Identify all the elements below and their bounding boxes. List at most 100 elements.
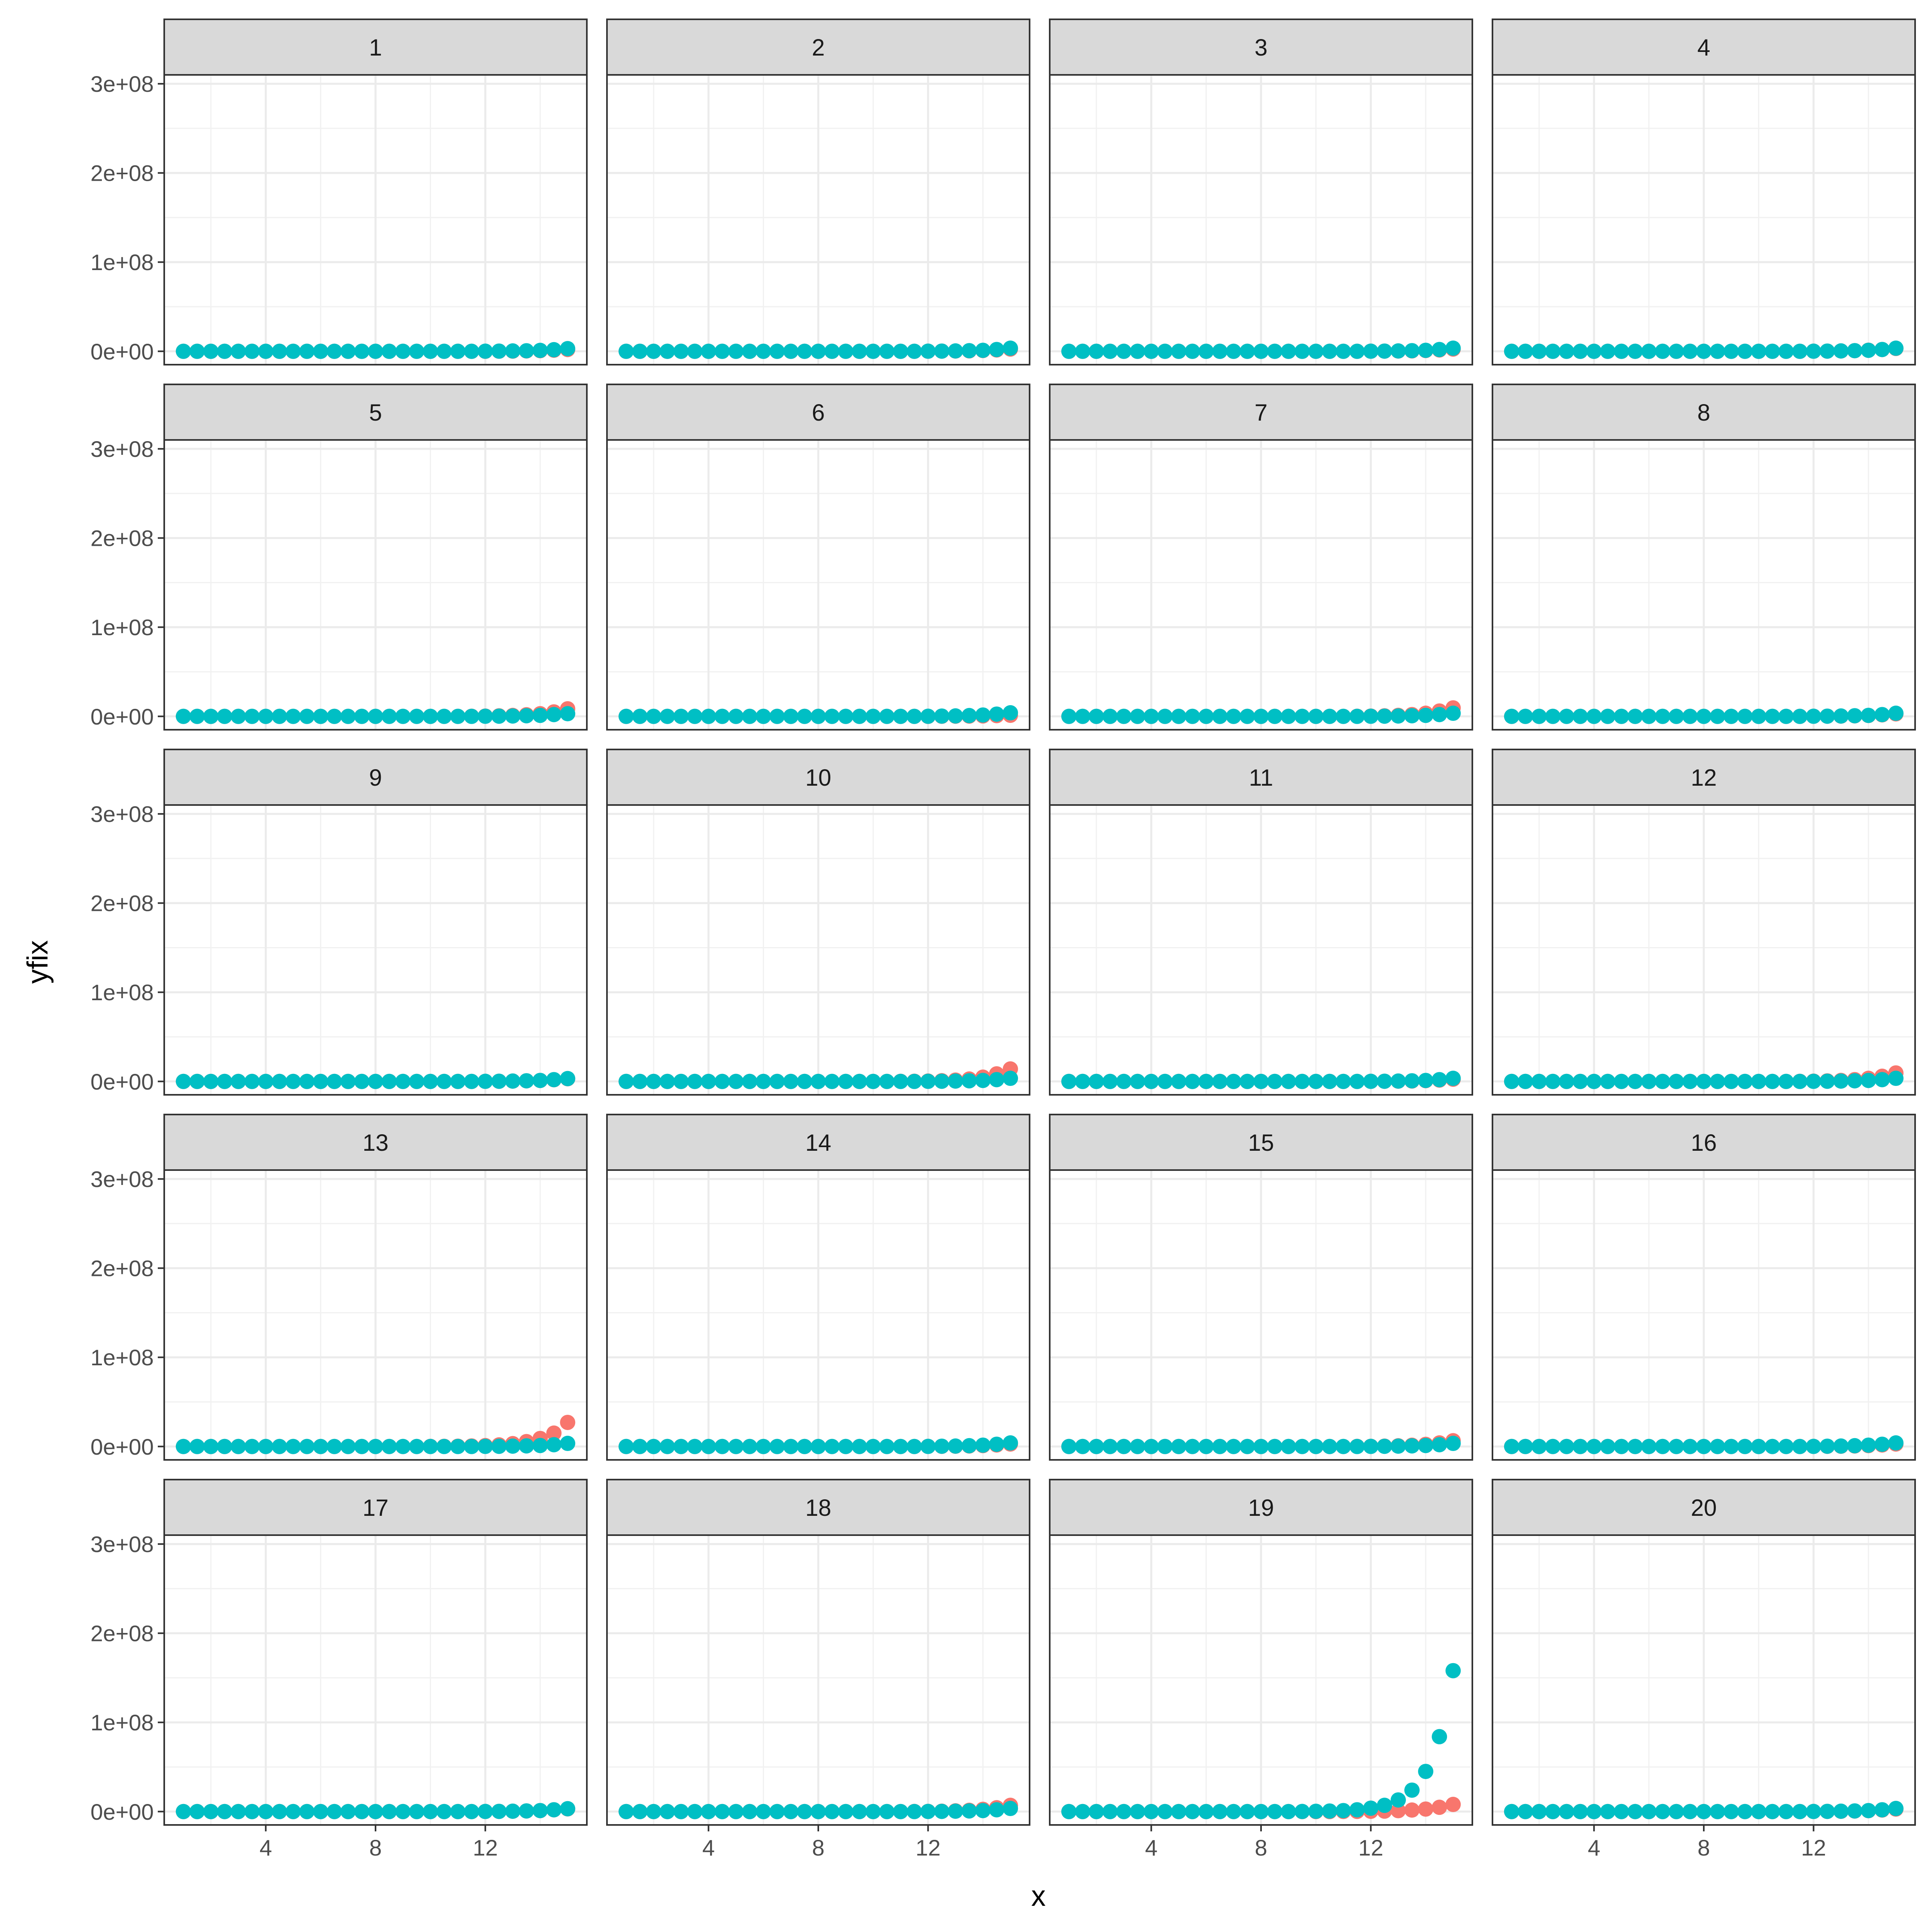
data-point-s2 (1390, 708, 1406, 724)
data-point-s2 (1377, 1439, 1392, 1454)
data-point-s2 (1171, 1804, 1187, 1819)
data-point-s2 (879, 708, 895, 724)
data-point-s2 (1308, 1804, 1324, 1819)
data-point-s2 (1847, 708, 1862, 724)
data-point-s2 (1847, 1803, 1862, 1819)
data-point-s2 (1600, 1073, 1616, 1089)
data-point-s2 (436, 343, 452, 359)
data-point-s2 (1724, 343, 1739, 359)
data-point-s2 (546, 1437, 562, 1453)
data-point-s2 (838, 708, 854, 724)
data-point-s2 (1874, 342, 1890, 357)
data-point-s2 (299, 1073, 315, 1089)
data-point-s2 (811, 1073, 826, 1089)
data-point-s2 (1655, 708, 1670, 724)
data-point-s2 (1185, 343, 1200, 359)
data-point-s2 (340, 1073, 356, 1089)
strip-background (163, 19, 588, 76)
y-axis-title: yfix (22, 940, 54, 984)
data-point-s2 (893, 1439, 908, 1454)
data-point-s2 (313, 708, 328, 724)
data-point-s2 (1806, 708, 1821, 724)
data-point-s2 (1267, 1439, 1283, 1454)
data-point-s2 (1586, 343, 1602, 359)
y-tick-label: 3e+08 (91, 1532, 154, 1557)
data-point-s2 (1682, 343, 1698, 359)
data-point-s2 (1363, 1439, 1379, 1454)
data-point-s1 (1404, 1802, 1420, 1818)
data-point-s2 (1751, 1804, 1767, 1819)
data-point-s2 (975, 1073, 991, 1088)
data-point-s2 (189, 343, 205, 359)
facet-panel-18: 18 4 8 12 (606, 1479, 1030, 1860)
data-point-s2 (1445, 706, 1461, 721)
data-point-s2 (1696, 1073, 1711, 1089)
data-point-s2 (1641, 708, 1657, 724)
y-tick-label: 0e+00 (91, 339, 154, 364)
facet-panel-3: 3 (1049, 19, 1473, 365)
data-point-s2 (811, 343, 826, 359)
data-point-s2 (1517, 708, 1533, 724)
data-point-s2 (450, 1439, 466, 1454)
data-point-s2 (1075, 708, 1090, 724)
data-point-s2 (1847, 1438, 1862, 1453)
data-point-s2 (1212, 343, 1228, 359)
data-point-s2 (1226, 708, 1241, 724)
data-point-s2 (783, 1804, 799, 1819)
data-point-s2 (852, 1073, 867, 1089)
data-point-s2 (1239, 1804, 1255, 1819)
data-point-s2 (1504, 1439, 1519, 1454)
facet-panel-16: 16 (1492, 1114, 1916, 1461)
data-point-s2 (217, 1439, 232, 1454)
strip-label: 18 (805, 1495, 832, 1521)
data-point-s2 (1390, 1073, 1406, 1089)
strip-label: 1 (369, 35, 382, 61)
data-point-s2 (769, 1073, 785, 1089)
data-point-s2 (1778, 1439, 1794, 1454)
data-point-s2 (244, 1439, 260, 1454)
data-point-s2 (1116, 1439, 1132, 1454)
data-point-s2 (299, 1439, 315, 1454)
data-point-s2 (1655, 343, 1670, 359)
data-point-s2 (217, 1804, 232, 1819)
strip-label: 19 (1248, 1495, 1274, 1521)
data-point-s2 (1682, 708, 1698, 724)
data-point-s2 (1778, 1073, 1794, 1089)
data-point-s2 (1185, 1073, 1200, 1089)
data-point-s2 (838, 343, 854, 359)
data-point-s2 (1102, 708, 1118, 724)
y-tick-label: 3e+08 (91, 436, 154, 462)
data-point-s2 (947, 343, 963, 359)
strip-label: 8 (1697, 400, 1710, 426)
data-point-s2 (189, 1804, 205, 1819)
data-point-s2 (1696, 1439, 1711, 1454)
data-point-s2 (673, 708, 689, 724)
data-point-s2 (175, 1073, 191, 1089)
data-point-s2 (1600, 343, 1616, 359)
data-point-s2 (1267, 708, 1283, 724)
data-point-s2 (1765, 1804, 1780, 1819)
data-point-s2 (1335, 1803, 1351, 1818)
data-point-s2 (1418, 343, 1434, 358)
data-point-s2 (1765, 343, 1780, 359)
y-tick-label: 2e+08 (91, 161, 154, 186)
data-point-s2 (1682, 1439, 1698, 1454)
data-point-s2 (618, 343, 634, 359)
data-point-s2 (1504, 1804, 1519, 1819)
data-point-s2 (1003, 1801, 1018, 1816)
strip-label: 15 (1248, 1130, 1274, 1156)
data-point-s2 (1545, 1804, 1560, 1819)
strip-background (163, 384, 588, 441)
data-point-s2 (687, 1439, 703, 1454)
data-point-s2 (1833, 343, 1849, 359)
data-point-s1 (1390, 1803, 1406, 1818)
data-point-s2 (491, 343, 507, 359)
data-point-s2 (1627, 708, 1643, 724)
data-point-s2 (1668, 1804, 1684, 1819)
data-point-s2 (714, 343, 730, 359)
data-point-s2 (660, 1073, 675, 1089)
facet-panel-17: 17 0e+00 1e+08 2e+08 3e+08 4 8 12 (91, 1479, 588, 1860)
data-point-s2 (1504, 343, 1519, 359)
data-point-s2 (1531, 1804, 1547, 1819)
facet-panel-1: 1 0e+00 1e+08 2e+08 3e+08 (91, 19, 588, 365)
